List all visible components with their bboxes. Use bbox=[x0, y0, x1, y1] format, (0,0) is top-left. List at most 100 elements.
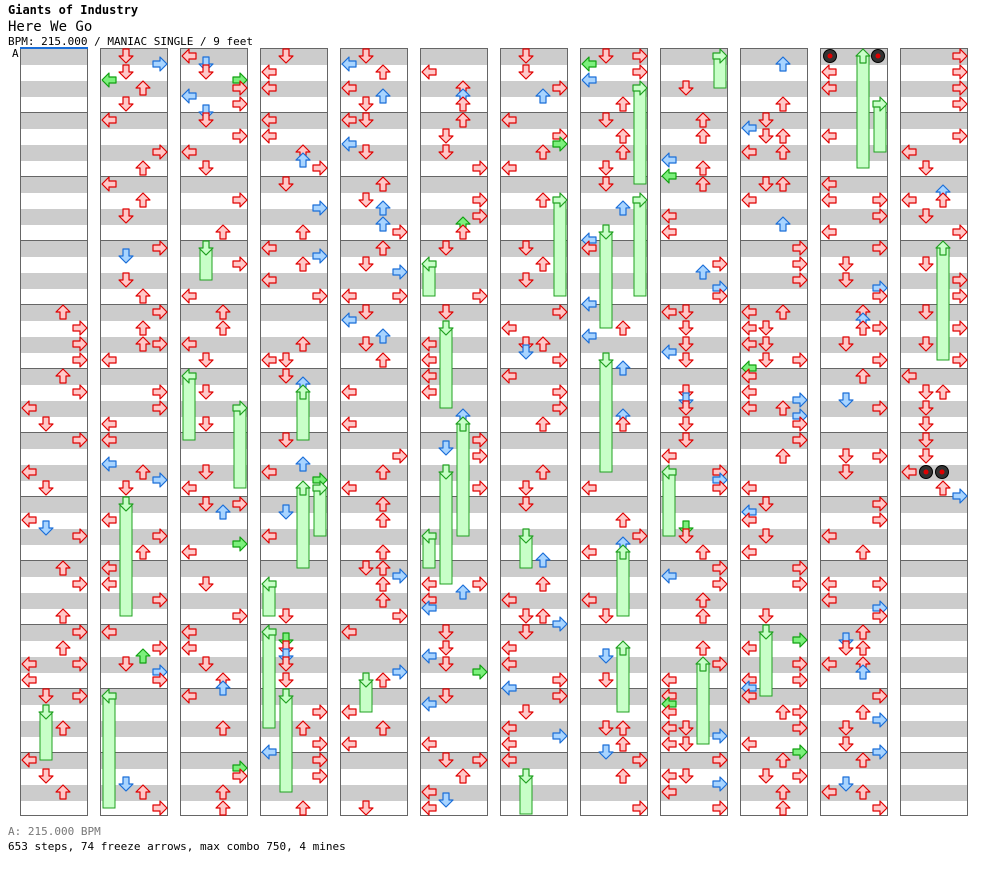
down-arrow-icon bbox=[518, 344, 534, 360]
left-arrow-icon bbox=[181, 288, 197, 304]
right-arrow-icon bbox=[632, 752, 648, 768]
down-arrow-icon bbox=[358, 304, 374, 320]
up-arrow-icon bbox=[935, 480, 951, 496]
right-arrow-icon bbox=[232, 192, 248, 208]
right-arrow-icon bbox=[72, 336, 88, 352]
up-arrow-icon bbox=[615, 544, 631, 560]
right-arrow-icon bbox=[952, 128, 968, 144]
chart-column bbox=[420, 48, 488, 816]
up-arrow-icon bbox=[55, 784, 71, 800]
up-arrow-icon bbox=[855, 48, 871, 64]
right-arrow-icon bbox=[232, 536, 248, 552]
freeze-arrow-body bbox=[262, 631, 276, 729]
left-arrow-icon bbox=[821, 592, 837, 608]
down-arrow-icon bbox=[678, 80, 694, 96]
right-arrow-icon bbox=[872, 800, 888, 816]
up-arrow-icon bbox=[775, 448, 791, 464]
right-arrow-icon bbox=[872, 192, 888, 208]
right-arrow-icon bbox=[72, 432, 88, 448]
up-arrow-icon bbox=[855, 664, 871, 680]
left-arrow-icon bbox=[821, 80, 837, 96]
left-arrow-icon bbox=[421, 64, 437, 80]
up-arrow-icon bbox=[375, 496, 391, 512]
right-arrow-icon bbox=[472, 664, 488, 680]
up-arrow-icon bbox=[775, 144, 791, 160]
freeze-arrow-body bbox=[553, 199, 567, 297]
up-arrow-icon bbox=[295, 336, 311, 352]
down-arrow-icon bbox=[278, 504, 294, 520]
left-arrow-icon bbox=[501, 640, 517, 656]
down-arrow-icon bbox=[598, 648, 614, 664]
right-arrow-icon bbox=[792, 392, 808, 408]
down-arrow-icon bbox=[758, 528, 774, 544]
down-arrow-icon bbox=[838, 776, 854, 792]
up-arrow-icon bbox=[135, 784, 151, 800]
down-arrow-icon bbox=[118, 656, 134, 672]
up-arrow-icon bbox=[855, 704, 871, 720]
left-arrow-icon bbox=[101, 352, 117, 368]
up-arrow-icon bbox=[135, 160, 151, 176]
left-arrow-icon bbox=[101, 512, 117, 528]
up-arrow-icon bbox=[775, 704, 791, 720]
up-arrow-icon bbox=[855, 544, 871, 560]
freeze-arrow-body bbox=[599, 359, 613, 473]
right-arrow-icon bbox=[712, 256, 728, 272]
down-arrow-icon bbox=[358, 112, 374, 128]
up-arrow-icon bbox=[375, 64, 391, 80]
left-arrow-icon bbox=[181, 368, 197, 384]
down-arrow-icon bbox=[438, 144, 454, 160]
right-arrow-icon bbox=[872, 240, 888, 256]
right-arrow-icon bbox=[312, 200, 328, 216]
right-arrow-icon bbox=[552, 192, 568, 208]
left-arrow-icon bbox=[341, 704, 357, 720]
up-arrow-icon bbox=[375, 88, 391, 104]
down-arrow-icon bbox=[918, 160, 934, 176]
right-arrow-icon bbox=[552, 80, 568, 96]
down-arrow-icon bbox=[918, 304, 934, 320]
right-arrow-icon bbox=[952, 224, 968, 240]
left-arrow-icon bbox=[661, 704, 677, 720]
down-arrow-icon bbox=[438, 752, 454, 768]
right-arrow-icon bbox=[632, 48, 648, 64]
down-arrow-icon bbox=[758, 624, 774, 640]
left-arrow-icon bbox=[661, 448, 677, 464]
right-arrow-icon bbox=[792, 704, 808, 720]
right-arrow-icon bbox=[232, 96, 248, 112]
right-arrow-icon bbox=[632, 80, 648, 96]
left-arrow-icon bbox=[21, 672, 37, 688]
down-arrow-icon bbox=[358, 672, 374, 688]
down-arrow-icon bbox=[678, 528, 694, 544]
down-arrow-icon bbox=[918, 448, 934, 464]
down-arrow-icon bbox=[198, 576, 214, 592]
left-arrow-icon bbox=[821, 528, 837, 544]
right-arrow-icon bbox=[72, 384, 88, 400]
down-arrow-icon bbox=[198, 384, 214, 400]
down-arrow-icon bbox=[358, 800, 374, 816]
left-arrow-icon bbox=[741, 304, 757, 320]
up-arrow-icon bbox=[615, 720, 631, 736]
left-arrow-icon bbox=[741, 688, 757, 704]
left-arrow-icon bbox=[181, 624, 197, 640]
freeze-arrow-body bbox=[599, 231, 613, 329]
up-arrow-icon bbox=[775, 128, 791, 144]
right-arrow-icon bbox=[472, 752, 488, 768]
left-arrow-icon bbox=[421, 736, 437, 752]
right-arrow-icon bbox=[472, 480, 488, 496]
left-arrow-icon bbox=[741, 120, 757, 136]
up-arrow-icon bbox=[455, 584, 471, 600]
up-arrow-icon bbox=[135, 336, 151, 352]
left-arrow-icon bbox=[181, 640, 197, 656]
freeze-arrow-body bbox=[616, 551, 630, 617]
freeze-arrow-body bbox=[633, 199, 647, 297]
right-arrow-icon bbox=[392, 288, 408, 304]
left-arrow-icon bbox=[341, 112, 357, 128]
left-arrow-icon bbox=[261, 64, 277, 80]
left-arrow-icon bbox=[501, 736, 517, 752]
down-arrow-icon bbox=[518, 496, 534, 512]
left-arrow-icon bbox=[421, 352, 437, 368]
down-arrow-icon bbox=[278, 688, 294, 704]
right-arrow-icon bbox=[952, 64, 968, 80]
down-arrow-icon bbox=[438, 624, 454, 640]
right-arrow-icon bbox=[312, 160, 328, 176]
down-arrow-icon bbox=[518, 528, 534, 544]
